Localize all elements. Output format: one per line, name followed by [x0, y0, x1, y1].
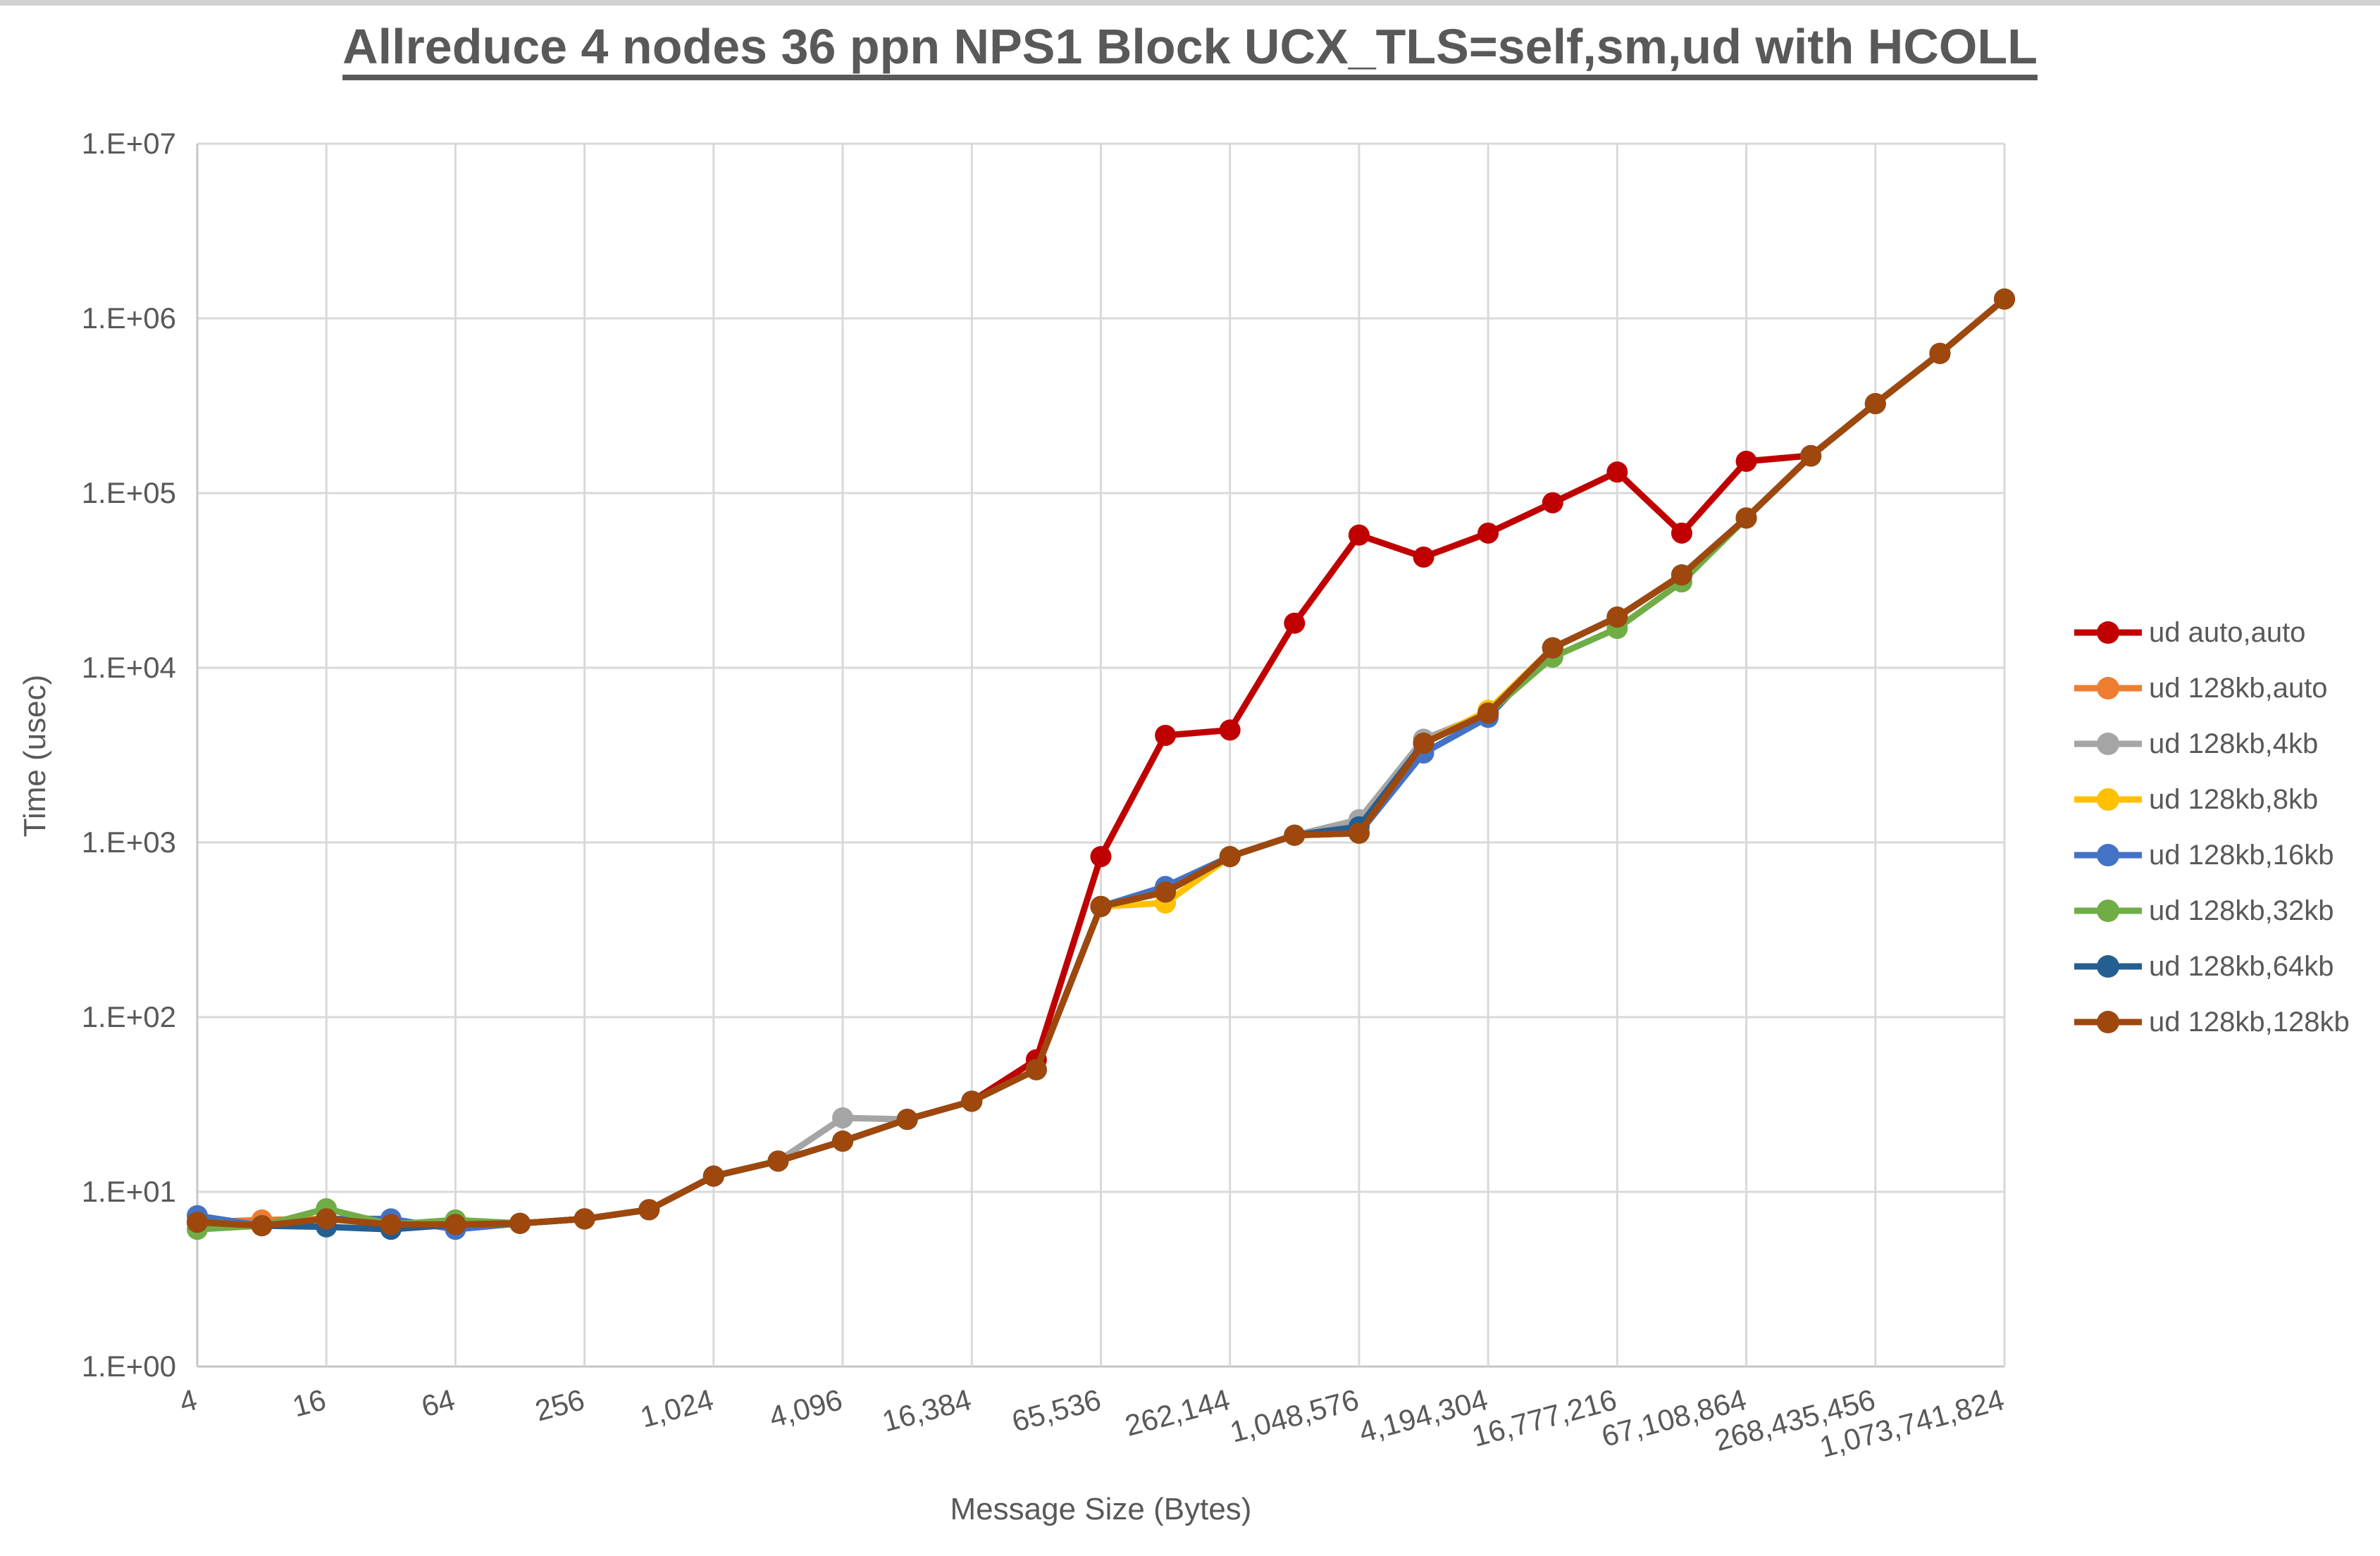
legend-item-ud-auto-auto: ud auto,auto: [2073, 614, 2350, 651]
data-point-marker: [1413, 546, 1434, 568]
legend-item-ud-128kb-8kb: ud 128kb,8kb: [2073, 781, 2350, 818]
data-point-marker: [896, 1109, 918, 1131]
y-tick-label: 1.E+00: [81, 1350, 176, 1383]
chart-title: Allreduce 4 nodes 36 ppn NPS1 Block UCX_…: [342, 19, 2038, 74]
data-point-marker: [1155, 881, 1177, 903]
data-point-marker: [1284, 824, 1306, 846]
legend-label: ud 128kb,32kb: [2149, 895, 2334, 926]
y-tick-label: 1.E+07: [81, 127, 176, 160]
data-point-marker: [1090, 846, 1112, 868]
data-point-marker: [1994, 288, 2015, 310]
legend-label: ud 128kb,16kb: [2149, 839, 2334, 871]
data-point-marker: [1800, 445, 1822, 467]
legend-item-ud-128kb-64kb: ud 128kb,64kb: [2073, 948, 2350, 985]
legend-item-ud-128kb-32kb: ud 128kb,32kb: [2073, 892, 2350, 929]
data-point-marker: [509, 1212, 531, 1234]
data-point-marker: [574, 1208, 595, 1230]
legend-item-ud-128kb-4kb: ud 128kb,4kb: [2073, 726, 2350, 762]
data-point-marker: [767, 1150, 789, 1172]
legend-marker-icon: [2074, 844, 2142, 866]
legend-label: ud 128kb,8kb: [2149, 783, 2319, 815]
y-tick-label: 1.E+02: [81, 1000, 176, 1033]
legend-item-ud-128kb-auto: ud 128kb,auto: [2073, 670, 2350, 707]
data-point-marker: [638, 1199, 660, 1221]
data-point-marker: [1348, 524, 1370, 546]
legend-marker-icon: [2074, 1011, 2142, 1033]
data-point-marker: [1929, 342, 1951, 364]
legend-label: ud 128kb,4kb: [2149, 728, 2319, 759]
legend-marker-icon: [2074, 621, 2142, 644]
legend-marker-icon: [2074, 900, 2142, 922]
legend-label: ud 128kb,auto: [2149, 672, 2328, 704]
y-axis-title: Time (usec): [18, 674, 52, 838]
data-point-marker: [1219, 719, 1241, 741]
data-point-marker: [832, 1107, 854, 1129]
data-point-marker: [1606, 606, 1628, 628]
data-point-marker: [702, 1165, 724, 1187]
legend-marker-icon: [2074, 733, 2142, 755]
data-point-marker: [961, 1090, 983, 1112]
legend-marker-icon: [2074, 955, 2142, 978]
data-point-marker: [1477, 522, 1499, 544]
legend-label: ud 128kb,128kb: [2149, 1006, 2350, 1038]
data-point-marker: [1155, 725, 1177, 747]
data-point-marker: [832, 1131, 854, 1152]
x-axis-title: Message Size (Bytes): [950, 1492, 1252, 1526]
y-tick-label: 1.E+06: [81, 301, 176, 335]
legend-item-ud-128kb-16kb: ud 128kb,16kb: [2073, 837, 2350, 873]
data-point-marker: [316, 1208, 337, 1230]
series-ud-128kb-128kb: [187, 288, 2015, 1237]
data-point-marker: [445, 1214, 466, 1236]
legend: ud auto,auto ud 128kb,auto ud 128kb,4kb ud …: [2073, 614, 2350, 1059]
data-point-marker: [380, 1214, 402, 1236]
legend-item-ud-128kb-128kb: ud 128kb,128kb: [2073, 1004, 2350, 1040]
data-point-marker: [1542, 492, 1563, 514]
data-point-marker: [1477, 702, 1499, 724]
data-point-marker: [1671, 522, 1692, 544]
y-tick-label: 1.E+03: [81, 826, 176, 859]
data-point-marker: [251, 1215, 273, 1237]
data-point-marker: [1025, 1059, 1047, 1081]
data-point-marker: [1735, 450, 1757, 472]
legend-marker-icon: [2074, 788, 2142, 811]
legend-label: ud 128kb,64kb: [2149, 950, 2334, 982]
data-point-marker: [1348, 822, 1370, 844]
legend-marker-icon: [2074, 677, 2142, 699]
y-tick-label: 1.E+01: [81, 1175, 176, 1208]
data-point-marker: [1219, 846, 1241, 868]
window-edge-strip: [0, 0, 2380, 6]
data-point-marker: [1735, 507, 1757, 529]
data-point-marker: [1671, 564, 1692, 586]
legend-label: ud auto,auto: [2149, 616, 2306, 648]
data-point-marker: [187, 1212, 208, 1233]
data-point-marker: [1606, 461, 1628, 483]
data-point-marker: [1542, 637, 1563, 659]
data-point-marker: [1284, 612, 1306, 634]
data-point-marker: [1090, 895, 1112, 917]
y-tick-label: 1.E+04: [81, 651, 176, 684]
data-point-marker: [1413, 733, 1434, 754]
y-tick-label: 1.E+05: [81, 476, 176, 509]
data-point-marker: [1864, 393, 1886, 415]
